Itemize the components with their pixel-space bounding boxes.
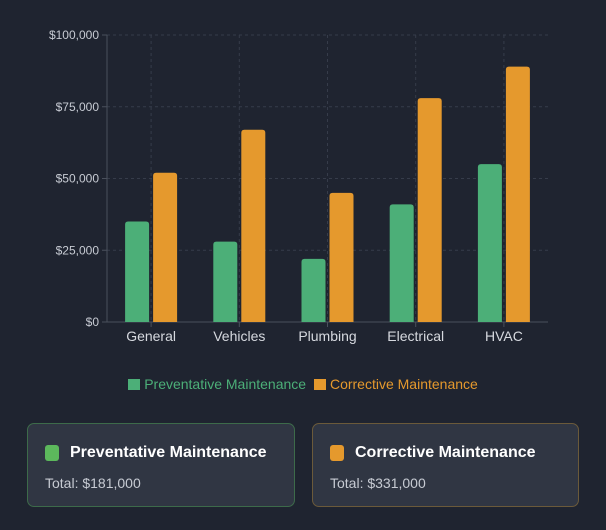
color-swatch [330,445,344,461]
preventative-summary-card: Preventative Maintenance Total: $181,000 [27,423,295,507]
bar-corrective [153,172,178,322]
legend-label: Preventative Maintenance [144,376,307,392]
bar-corrective [241,129,266,322]
legend-item-preventative[interactable]: Preventative Maintenance [128,376,306,392]
card-total: Total: $331,000 [330,475,426,491]
y-tick-label: $25,000 [56,243,100,257]
y-tick-label: $100,000 [49,28,99,42]
bar-corrective [329,192,354,322]
y-tick-label: $50,000 [56,172,100,186]
x-tick-label: General [126,328,176,344]
color-swatch [45,445,59,461]
bar-preventative [301,258,326,322]
chart-legend: Preventative Maintenance Corrective Main… [0,376,606,393]
legend-swatch [128,378,141,390]
bar-corrective [505,66,530,322]
bar-preventative [213,241,238,322]
y-tick-label: $0 [86,315,100,329]
card-title: Corrective Maintenance [355,444,536,461]
x-tick-label: Electrical [387,328,444,344]
x-tick-label: Plumbing [298,328,356,344]
card-total: Total: $181,000 [45,475,141,491]
bar-preventative [125,221,150,322]
legend-swatch [313,378,326,390]
legend-label: Corrective Maintenance [329,376,478,392]
bar-preventative [477,164,502,322]
bar-corrective [417,98,442,322]
bar-chart: $0 $25,000 $50,000 $75,000 $100,000 General Ve… [49,28,548,344]
card-title: Preventative Maintenance [70,444,267,461]
bar-preventative [389,204,414,322]
y-tick-label: $75,000 [56,100,100,114]
corrective-summary-card: Corrective Maintenance Total: $331,000 [312,423,579,507]
legend-item-corrective[interactable]: Corrective Maintenance [313,376,478,392]
x-tick-label: HVAC [485,328,523,344]
x-tick-label: Vehicles [213,328,265,344]
